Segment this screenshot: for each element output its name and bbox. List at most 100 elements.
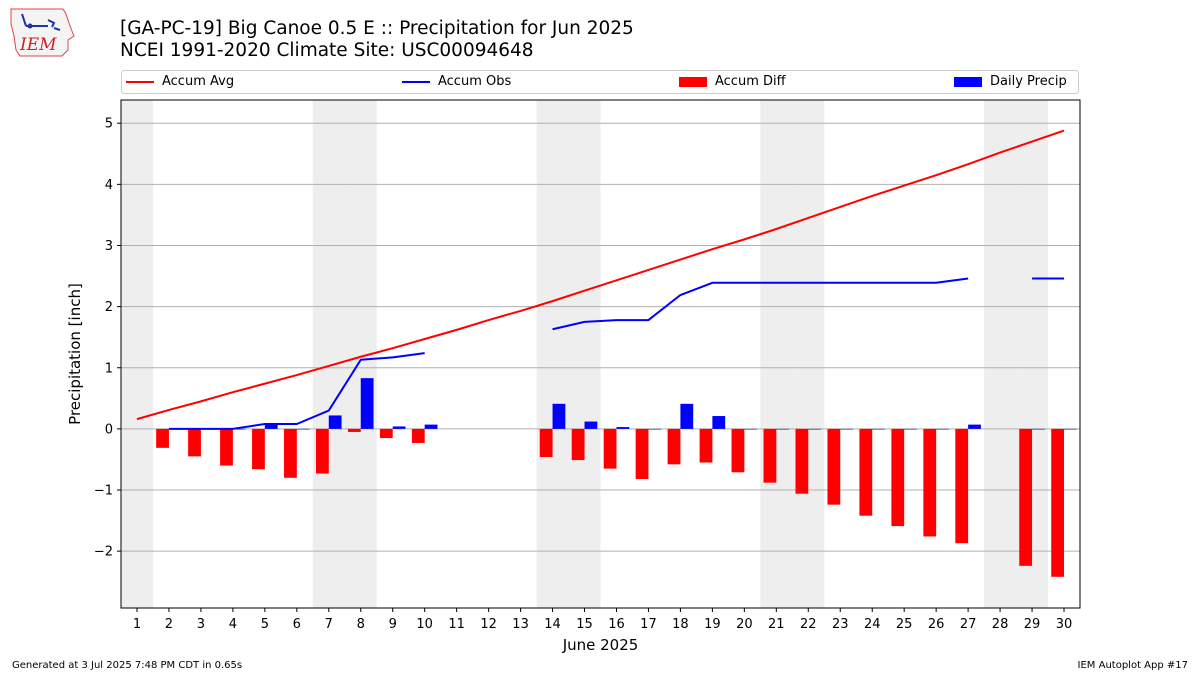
accum-diff-bar-day-19: [699, 428, 713, 463]
accum-diff-bar-day-7: [315, 428, 329, 474]
legend-swatch-daily-precip: [954, 77, 982, 87]
daily-precip-bar-day-25: [904, 428, 917, 430]
daily-precip-bar-day-23: [840, 428, 854, 430]
daily-precip-bar-day-20: [744, 428, 758, 430]
daily-precip-bar-day-19: [712, 416, 726, 429]
weekend-shade-day-7: [312, 100, 345, 608]
y-tick-label-3: 3: [105, 239, 113, 254]
x-tick-label-15: 15: [576, 617, 593, 632]
daily-precip-bar-day-9: [392, 426, 406, 429]
accum-diff-bar-day-20: [731, 428, 745, 473]
weekend-shade-day-15: [568, 100, 601, 608]
y-tick-label--2: −2: [94, 545, 113, 560]
weekend-shade-day-1: [121, 100, 153, 608]
chart-title: [GA-PC-19] Big Canoe 0.5 E :: Precipitat…: [120, 18, 634, 62]
chart-legend: Accum Avg Accum Obs Accum Diff Daily Pre…: [121, 70, 1079, 94]
accum-diff-bar-day-22: [795, 428, 809, 494]
accum-diff-bar-day-27: [955, 428, 969, 544]
accum-avg-line-segment-0: [136, 129, 1065, 421]
footer-generated: Generated at 3 Jul 2025 7:48 PM CDT in 0…: [12, 660, 243, 671]
accum-diff-bar-day-8: [347, 428, 361, 432]
daily-precip-bar-day-21: [776, 428, 790, 430]
y-tick-label-0: 0: [105, 422, 113, 437]
weekend-shade-day-22: [792, 100, 825, 608]
accum-diff-bar-day-15: [571, 428, 585, 461]
x-tick-label-5: 5: [261, 617, 269, 632]
y-tick-label--1: −1: [94, 484, 113, 499]
x-tick-label-8: 8: [357, 617, 365, 632]
y-tick-label-4: 4: [105, 178, 113, 193]
iem-logo: IEM: [10, 8, 75, 57]
chart-title-line1: [GA-PC-19] Big Canoe 0.5 E :: Precipitat…: [120, 18, 634, 39]
daily-precip-bar-day-22: [808, 428, 822, 430]
y-tick-label-5: 5: [105, 117, 113, 132]
x-tick-label-30: 30: [1056, 617, 1073, 632]
accum-obs-line-segment-0: [168, 352, 425, 430]
x-tick-label-24: 24: [864, 617, 881, 632]
legend-item-accum-obs: Accum Obs: [402, 74, 511, 90]
accum-diff-bar-day-9: [379, 428, 393, 439]
x-tick-label-26: 26: [928, 617, 945, 632]
accum-diff-bar-day-2: [156, 428, 169, 448]
x-tick-label-14: 14: [544, 617, 561, 632]
legend-item-accum-diff: Accum Diff: [679, 74, 786, 90]
accum-diff-bar-day-24: [859, 428, 873, 516]
accum-diff-bar-day-17: [635, 428, 649, 480]
daily-precip-bar-day-5: [264, 423, 278, 429]
x-tick-label-29: 29: [1024, 617, 1041, 632]
y-axis-ticks: −2 −1 0 1 2 3 4 5: [94, 117, 121, 560]
daily-precip-bar-day-29: [1032, 428, 1045, 430]
weekend-shading: [121, 100, 1049, 608]
grid-lines: [121, 122, 1080, 552]
x-tick-label-1: 1: [133, 617, 141, 632]
accum-diff-bar-day-10: [411, 428, 425, 443]
x-tick-label-13: 13: [512, 617, 529, 632]
legend-label-accum-diff: Accum Diff: [715, 74, 786, 89]
daily-precip-bar-day-6: [296, 428, 310, 430]
x-tick-label-12: 12: [480, 617, 497, 632]
accum-diff-bar-day-14: [539, 428, 553, 458]
weekend-shade-day-28: [984, 100, 1017, 608]
x-tick-label-2: 2: [165, 617, 173, 632]
accum-diff-bar-day-5: [252, 428, 265, 470]
accum-obs-line-segment-1: [552, 277, 969, 331]
daily-precip-bar-day-24: [872, 428, 886, 430]
x-tick-label-6: 6: [293, 617, 301, 632]
accum-diff-bar-day-21: [763, 428, 777, 483]
accum-diff-bar-day-30: [1051, 428, 1065, 577]
weekend-shade-day-21: [760, 100, 793, 608]
x-tick-label-17: 17: [640, 617, 657, 632]
legend-item-accum-avg: Accum Avg: [126, 74, 234, 90]
y-tick-label-1: 1: [105, 361, 113, 376]
x-axis-label: June 2025: [562, 636, 639, 654]
x-tick-label-20: 20: [736, 617, 753, 632]
accum-diff-bar-day-18: [667, 428, 681, 465]
legend-label-accum-avg: Accum Avg: [162, 74, 235, 89]
x-tick-label-11: 11: [448, 617, 465, 632]
daily-precip-bar-day-27: [968, 424, 981, 429]
x-tick-label-16: 16: [608, 617, 625, 632]
daily-precip-bar-day-4: [232, 428, 246, 430]
x-axis-ticks: 1 2 3 4 5 6 7 8 9 10 11 12 13 14 15 16 17 18 19 20 21 22 23 24 2…: [133, 608, 1072, 632]
x-tick-label-9: 9: [389, 617, 397, 632]
accum-diff-bar-day-6: [284, 428, 297, 478]
daily-precip-bar-day-14: [552, 403, 566, 429]
x-tick-label-25: 25: [896, 617, 913, 632]
x-tick-label-19: 19: [704, 617, 721, 632]
plot-frame: [120, 99, 1081, 609]
x-tick-label-27: 27: [960, 617, 977, 632]
accum-diff-bar-day-4: [220, 428, 233, 466]
bars: [156, 378, 1077, 577]
legend-swatch-accum-obs: [402, 81, 430, 83]
accum-diff-bar-day-16: [603, 428, 617, 469]
x-tick-label-10: 10: [416, 617, 433, 632]
accum-diff-bar-day-23: [827, 428, 841, 505]
daily-precip-bar-day-15: [584, 421, 598, 429]
y-axis-label: Precipitation [inch]: [66, 283, 84, 425]
logo-text: IEM: [19, 35, 57, 55]
accum-diff-bar-day-26: [923, 428, 937, 537]
x-tick-label-28: 28: [992, 617, 1009, 632]
daily-precip-bar-day-10: [424, 424, 438, 429]
daily-precip-bar-day-16: [616, 427, 630, 429]
